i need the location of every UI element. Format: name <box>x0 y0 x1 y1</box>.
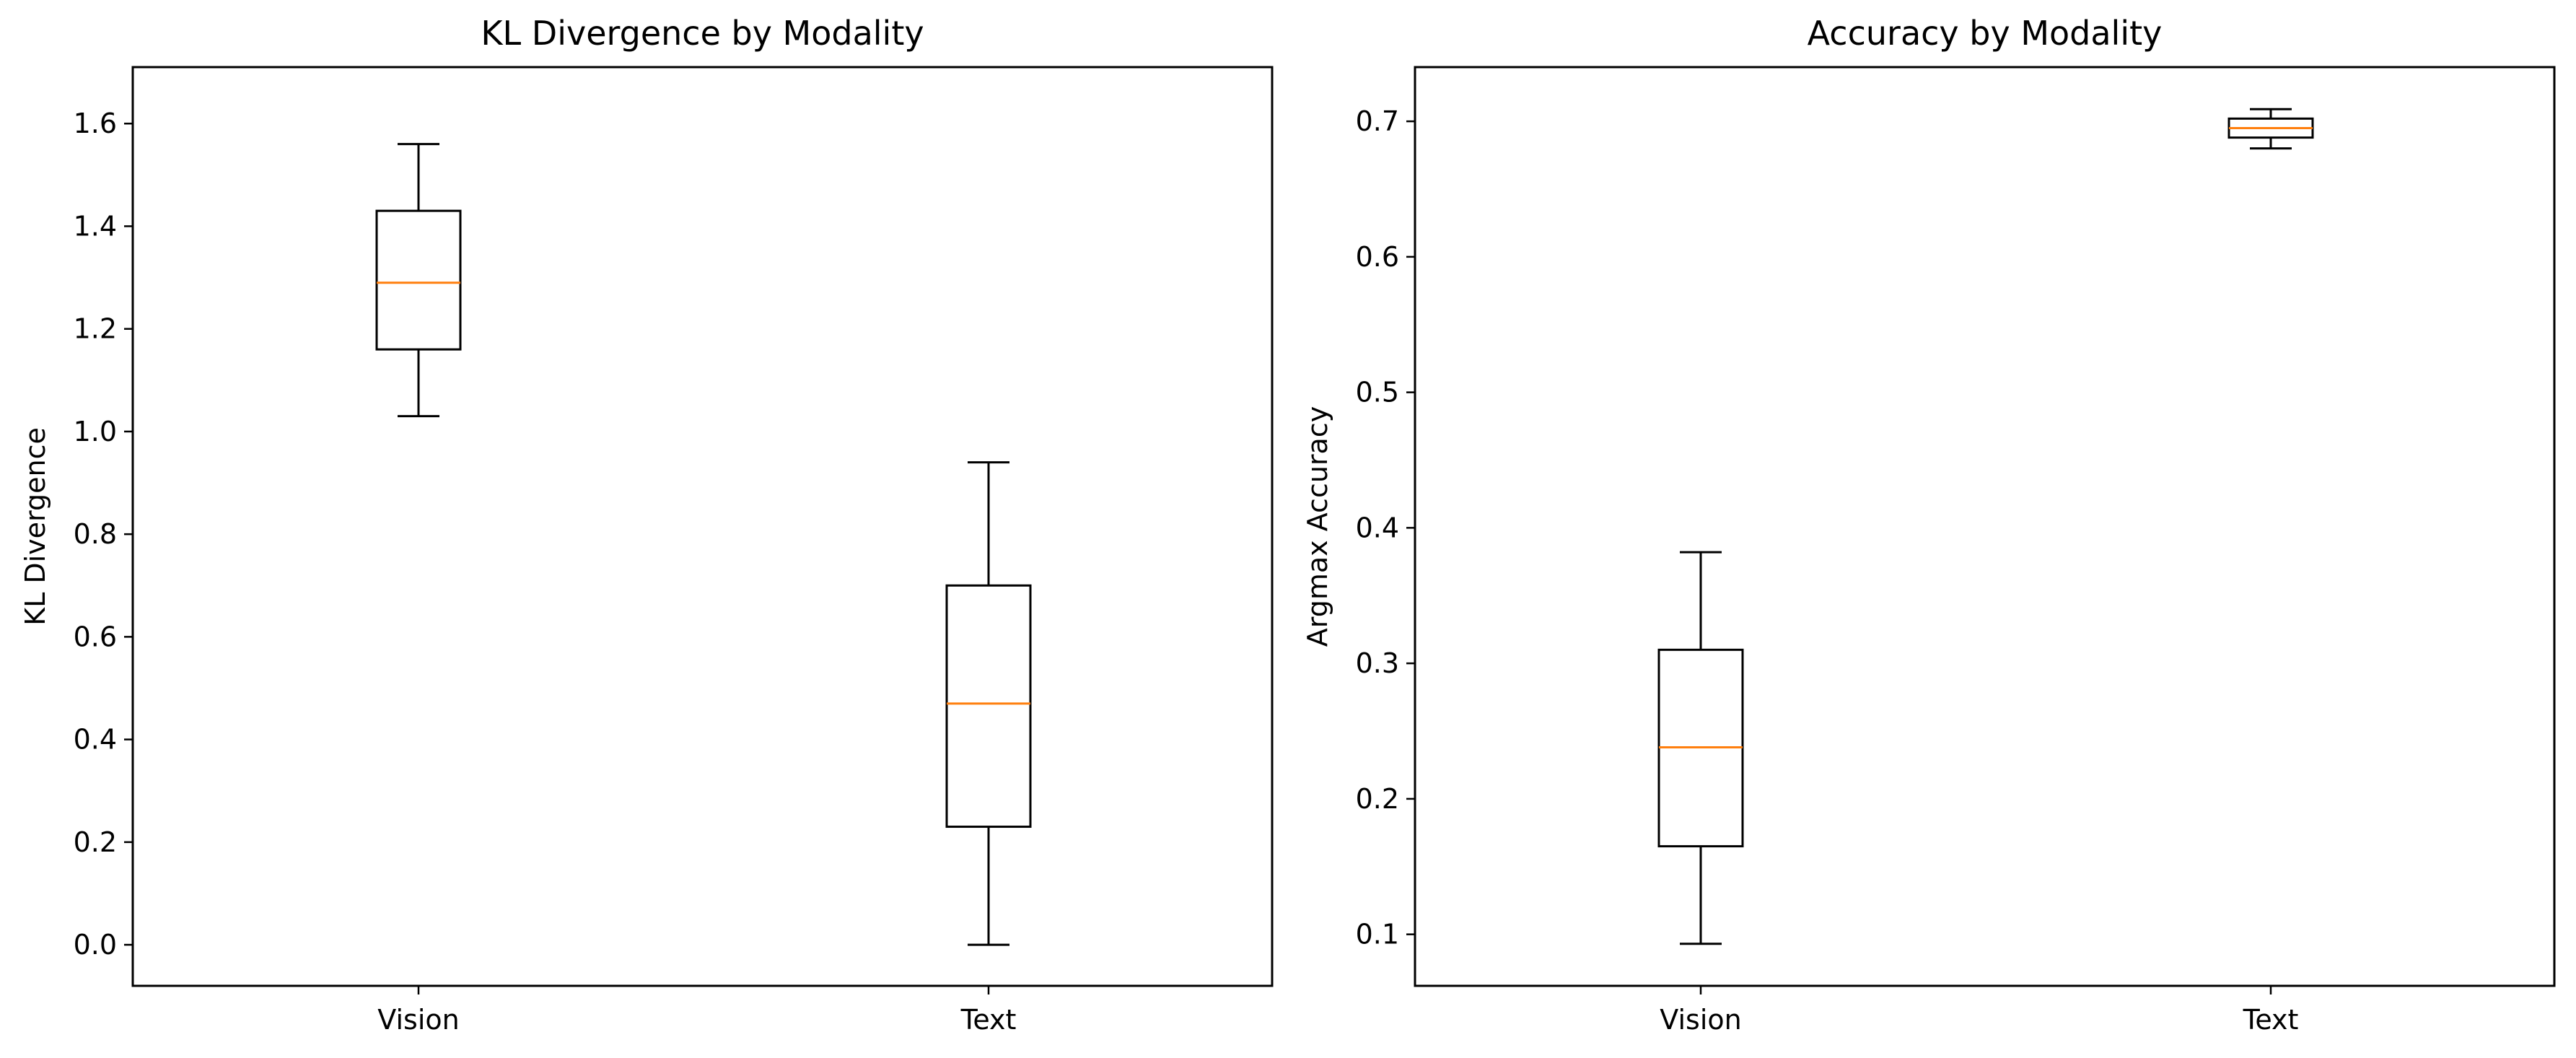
x-tick-label: Vision <box>377 1004 459 1036</box>
y-tick-label: 0.5 <box>1356 377 1399 408</box>
box-text <box>2227 108 2314 150</box>
chart-panel-2: Accuracy by Modality Argmax Accuracy 0.1 0.… <box>1302 14 2556 1036</box>
y-tick-label: 0.2 <box>1356 783 1399 815</box>
y-tick-label: 1.6 <box>74 108 117 139</box>
y-tick-label: 0.2 <box>74 826 117 858</box>
y-tick-label: 1.4 <box>74 210 117 242</box>
y-tick-label: 0.4 <box>1356 512 1399 543</box>
iqr-box <box>945 584 1032 829</box>
box-text <box>945 461 1032 946</box>
y-axis-label: KL Divergence <box>19 427 51 626</box>
y-axis-label: Argmax Accuracy <box>1302 406 1333 647</box>
y-tick-label: 1.0 <box>74 416 117 447</box>
x-tick-label: Text <box>960 1004 1017 1036</box>
box-vision <box>1657 551 1744 945</box>
y-tick-label: 0.3 <box>1356 647 1399 679</box>
x-tick-label: Vision <box>1660 1004 1741 1036</box>
plot-frame <box>1414 66 2556 987</box>
box-vision <box>375 143 462 418</box>
y-tick-label: 0.8 <box>74 518 117 550</box>
y-tick-label: 0.0 <box>74 929 117 961</box>
plot-frame <box>131 66 1274 987</box>
y-tick-label: 0.6 <box>1356 241 1399 273</box>
chart-title: KL Divergence by Modality <box>481 14 924 53</box>
y-tick-label: 0.4 <box>74 724 117 756</box>
y-tick-label: 0.6 <box>74 621 117 652</box>
y-tick-label: 1.2 <box>74 313 117 345</box>
y-tick-label: 0.7 <box>1356 105 1399 137</box>
y-tick-label: 0.1 <box>1356 919 1399 950</box>
iqr-box <box>375 209 462 351</box>
chart-title: Accuracy by Modality <box>1808 14 2163 53</box>
chart-panel-1: KL Divergence by Modality KL Divergence 0.… <box>19 14 1274 1036</box>
x-tick-label: Text <box>2243 1004 2299 1036</box>
